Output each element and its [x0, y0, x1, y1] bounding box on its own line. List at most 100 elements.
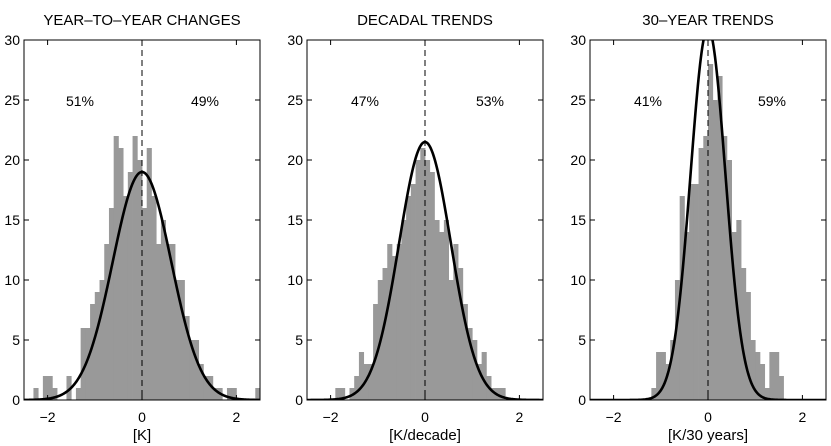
- chart-title: 30–YEAR TRENDS: [642, 12, 773, 29]
- histogram-bar: [90, 304, 96, 400]
- histogram-bar: [75, 388, 82, 400]
- histogram-bar: [212, 388, 218, 400]
- histogram-bar: [769, 352, 775, 400]
- histogram-bar: [80, 328, 86, 400]
- histogram-bar: [99, 280, 105, 400]
- histogram-bar: [500, 388, 506, 400]
- histogram-bar: [420, 148, 426, 400]
- y-tick-label: 0: [295, 392, 303, 408]
- histogram-bar: [47, 376, 53, 400]
- histogram-bar: [759, 364, 766, 400]
- histogram-bar: [151, 196, 157, 400]
- histogram-bar: [226, 388, 233, 400]
- percent-right-label: 59%: [758, 93, 786, 109]
- histogram-bar: [391, 256, 398, 400]
- histogram-bar: [387, 244, 393, 400]
- histogram-bar: [94, 292, 100, 400]
- histogram-bar: [726, 160, 732, 400]
- histogram-bar: [146, 148, 152, 400]
- histogram-bar: [203, 376, 209, 400]
- histogram-bar: [66, 376, 72, 400]
- histogram-bar: [42, 376, 48, 400]
- x-tick-label: −2: [323, 409, 339, 425]
- percent-left-label: 47%: [351, 93, 379, 109]
- percent-right-label: 53%: [476, 93, 504, 109]
- y-tick-label: 25: [4, 92, 20, 108]
- x-tick-label: 0: [704, 409, 712, 425]
- histogram-bar: [660, 352, 666, 400]
- histogram-bar: [693, 184, 699, 400]
- histogram-bar: [689, 184, 695, 400]
- histogram-bar: [368, 364, 374, 400]
- histogram-bar: [750, 340, 756, 400]
- histogram-bar: [354, 376, 360, 400]
- histogram-bar: [382, 268, 388, 400]
- panel-3: 0 5 10 15 20 25 30 −2 0 2 30–YEAR TRENDS [K/30 year…: [570, 12, 827, 444]
- histogram-bar: [335, 388, 341, 400]
- histogram-bar: [358, 352, 365, 400]
- panel-2: 0 5 10 15 20 25 30 −2 0 2 DECADAL TRENDS [K/decade]…: [287, 12, 544, 444]
- y-tick-label: 30: [4, 32, 20, 48]
- histogram-bar: [774, 352, 780, 400]
- histogram-bar: [33, 388, 39, 400]
- histogram-bar: [137, 160, 143, 400]
- histogram-bar: [198, 364, 204, 400]
- y-tick-label: 20: [570, 152, 586, 168]
- y-tick-label: 20: [287, 152, 303, 168]
- histogram-bar: [208, 376, 214, 400]
- x-tick-label: 2: [799, 409, 807, 425]
- histogram-bar: [113, 136, 119, 400]
- histogram-bar: [429, 172, 435, 400]
- histogram-bar: [434, 220, 440, 400]
- percent-right-label: 49%: [191, 93, 219, 109]
- histogram-bar: [684, 232, 690, 400]
- histogram-bar: [731, 232, 737, 400]
- gaussian-fit-curve: [307, 140, 543, 400]
- percent-left-label: 51%: [66, 93, 94, 109]
- histogram-bar: [165, 244, 171, 400]
- y-tick-label: 5: [12, 332, 20, 348]
- x-tick-label: 0: [138, 409, 146, 425]
- histogram-bar: [127, 172, 133, 400]
- histogram-bar: [467, 328, 473, 400]
- percent-left-label: 41%: [634, 93, 662, 109]
- x-tick-label: 0: [421, 409, 429, 425]
- histogram-bar: [481, 352, 487, 400]
- histogram-bar: [443, 220, 449, 400]
- histogram-bar: [160, 220, 166, 400]
- histogram-bar: [741, 268, 747, 400]
- y-tick-label: 15: [287, 212, 303, 228]
- histogram-bar: [674, 280, 681, 400]
- y-tick-label: 30: [287, 32, 303, 48]
- histogram-bar: [712, 100, 718, 400]
- gaussian-fit-curve: [24, 170, 260, 400]
- histogram-bar: [448, 280, 454, 400]
- histogram-bar: [656, 352, 662, 400]
- y-tick-label: 10: [570, 272, 586, 288]
- chart-title: DECADAL TRENDS: [357, 12, 493, 29]
- histogram-bar: [193, 340, 200, 400]
- y-tick-label: 0: [578, 392, 586, 408]
- histogram-bar: [439, 232, 445, 400]
- histogram-bar: [123, 196, 129, 400]
- y-tick-label: 15: [570, 212, 586, 228]
- histogram-bar: [406, 196, 412, 400]
- histogram-bar: [472, 340, 478, 400]
- histogram-bar: [85, 328, 91, 400]
- histogram-bar: [184, 316, 190, 400]
- histogram-bar: [189, 340, 195, 400]
- x-tick-label: 2: [233, 409, 241, 425]
- histogram-bar: [679, 196, 685, 400]
- y-tick-label: 5: [295, 332, 303, 348]
- histogram-bar: [717, 76, 723, 400]
- panel-1: 0 5 10 15 20 25 30 −2 0 2 YEAR–TO–YEAR CHANGES [K] 5…: [4, 12, 261, 444]
- histogram-bar: [458, 268, 464, 400]
- x-axis-label: [K/decade]: [389, 427, 461, 444]
- histogram-bar: [401, 220, 407, 400]
- histogram-bar: [698, 148, 704, 400]
- histogram-bar: [396, 244, 402, 400]
- histogram-bar: [52, 388, 58, 400]
- y-tick-label: 0: [12, 392, 20, 408]
- histogram-bar: [703, 136, 709, 400]
